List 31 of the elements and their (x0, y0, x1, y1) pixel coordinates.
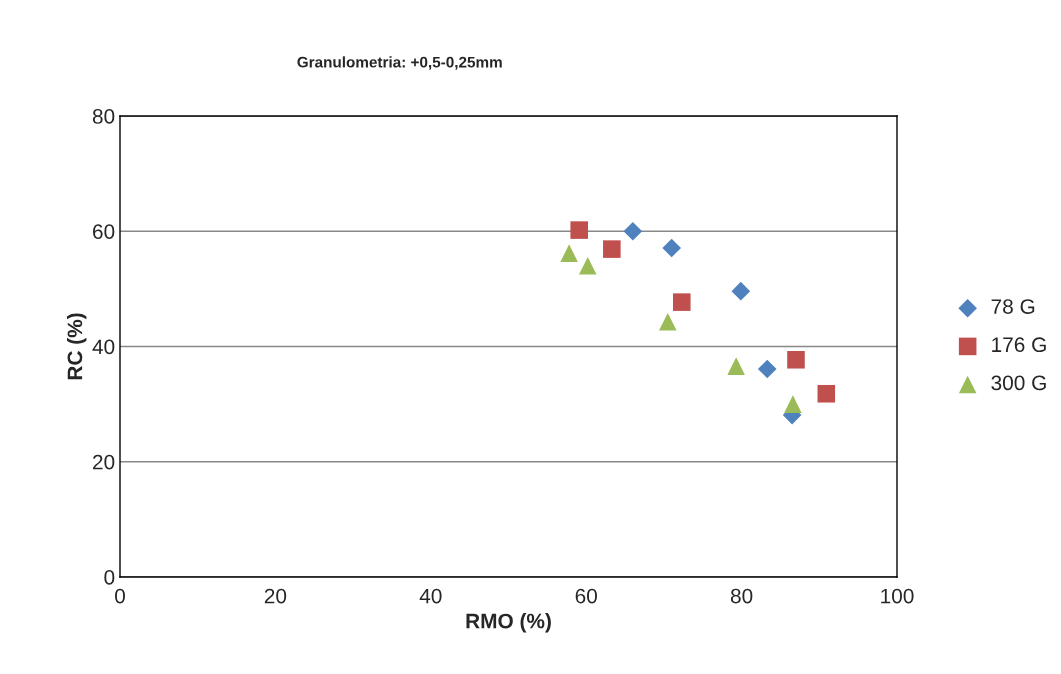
y-tick-label: 80 (92, 109, 115, 124)
y-axis-title: RC (%) (66, 313, 87, 380)
y-tick-label: 40 (92, 339, 115, 355)
point (662, 238, 681, 258)
point (578, 257, 597, 275)
point (727, 357, 745, 375)
x-axis-title: RMO (%) (466, 613, 551, 633)
point (817, 384, 836, 403)
point (570, 221, 588, 239)
point (757, 359, 777, 379)
legend-label: 176 G (992, 337, 1046, 353)
point (731, 281, 751, 301)
legend-label: 300 G (991, 375, 1046, 391)
y-tick-label: 0 (104, 570, 115, 585)
point (603, 240, 621, 258)
x-tick-label: 60 (575, 588, 597, 604)
x-tick-label: 0 (115, 588, 125, 604)
point (560, 244, 578, 262)
legend-label: 78 G (991, 299, 1035, 314)
point (784, 395, 802, 413)
x-tick-label: 80 (730, 588, 753, 604)
point (659, 312, 677, 331)
point (623, 221, 643, 241)
x-tick-label: 40 (419, 588, 442, 604)
x-tick-label: 20 (264, 588, 287, 604)
y-tick-label: 20 (93, 454, 115, 470)
x-tick-label: 100 (881, 588, 914, 604)
y-tick-label: 60 (93, 224, 115, 239)
chart-title: Granulometria: +0,5-0,25mm (297, 56, 502, 70)
point (787, 350, 805, 369)
point (672, 293, 691, 311)
